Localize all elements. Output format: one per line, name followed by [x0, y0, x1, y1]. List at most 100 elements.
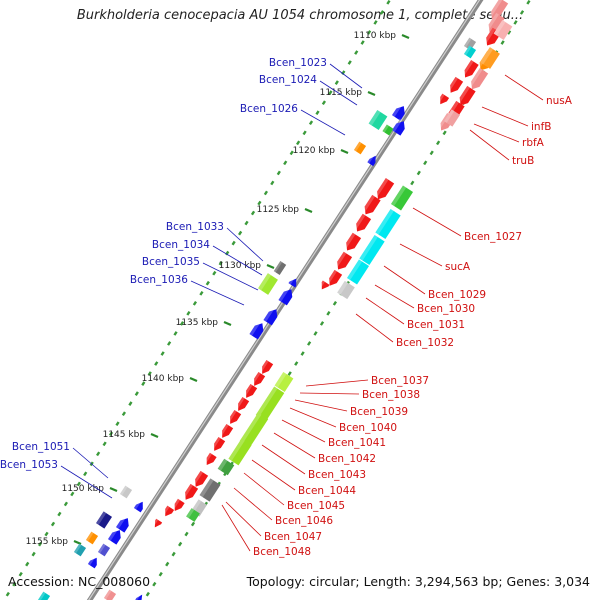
reverse-gene-block [217, 458, 235, 476]
reverse-label-leader [221, 504, 251, 552]
forward-gene [85, 531, 99, 545]
reverse-gene-label: Bcen_1030 [417, 303, 475, 315]
reverse-gene-label: Bcen_1037 [371, 375, 429, 387]
forward-gene [135, 593, 143, 600]
reverse-gene-arrow [461, 60, 479, 78]
forward-gene-label: Bcen_1036 [130, 274, 188, 286]
reverse-gene-arrow [333, 251, 353, 270]
forward-gene [73, 543, 87, 557]
accession-text: Accession: NC_008060 [8, 574, 151, 589]
kbp-tick-mark [189, 376, 198, 383]
forward-gene [353, 141, 367, 155]
reverse-gene-block [493, 20, 513, 40]
reverse-gene-block [390, 185, 414, 211]
reverse-gene-arrow [171, 498, 185, 512]
forward-gene [249, 320, 264, 340]
kbp-tick-label: 1145 kbp [103, 430, 146, 440]
forward-gene-label: Bcen_1033 [166, 221, 224, 233]
forward-label-leader [60, 465, 113, 499]
forward-gene [107, 527, 121, 545]
reverse-gene-arrow [467, 68, 489, 90]
reverse-label-leader [473, 123, 520, 143]
reverse-gene-arrow [234, 396, 250, 411]
reverse-label-leader [273, 432, 316, 459]
reverse-gene-arrow [361, 194, 381, 215]
forward-gene [273, 261, 287, 275]
reverse-gene-label: Bcen_1044 [298, 485, 356, 497]
reverse-label-leader [294, 399, 348, 412]
reverse-gene-arrow [342, 232, 362, 251]
reverse-gene-block [228, 438, 252, 466]
reverse-label-leader [233, 487, 273, 521]
kbp-tick-label: 1140 kbp [142, 374, 185, 384]
forward-gene [263, 306, 278, 326]
reverse-gene-label: Bcen_1042 [318, 453, 376, 465]
forward-gene [119, 485, 133, 499]
reverse-label-leader [504, 74, 544, 101]
reverse-gene-arrow [258, 359, 274, 374]
reverse-gene-label: Bcen_1038 [362, 389, 420, 401]
reverse-gene-arrow [226, 409, 242, 424]
reverse-gene-label: Bcen_1046 [275, 515, 333, 527]
forward-gene [382, 124, 394, 136]
gene-features [37, 0, 513, 600]
reverse-label-leader [251, 459, 296, 491]
reverse-gene-label: Bcen_1039 [350, 406, 408, 418]
reverse-gene-block [480, 47, 500, 69]
reverse-gene-label: rbfA [522, 137, 545, 149]
reverse-label-leader [261, 444, 306, 475]
kbp-tick-label: 1130 kbp [219, 261, 262, 271]
reverse-label-leader [355, 313, 394, 343]
reverse-gene-label: Bcen_1027 [464, 231, 522, 243]
reverse-gene-label: Bcen_1043 [308, 469, 366, 481]
forward-gene [87, 555, 97, 569]
forward-label-leader [319, 80, 358, 106]
forward-gene-label: Bcen_1053 [0, 459, 58, 471]
forward-gene [258, 273, 278, 295]
forward-gene [133, 499, 143, 513]
reverse-gene-arrow [161, 505, 175, 517]
reverse-label-leader [399, 243, 443, 267]
reverse-gene-arrow [352, 213, 372, 232]
forward-gene [95, 511, 113, 529]
forward-label-leader [226, 227, 264, 262]
kbp-tick-mark [223, 320, 232, 327]
kbp-tick-label: 1135 kbp [176, 318, 219, 328]
forward-gene [391, 118, 405, 136]
reverse-gene-block [255, 386, 285, 422]
reverse-gene-label: Bcen_1032 [396, 337, 454, 349]
kbp-tick-label: 1155 kbp [26, 537, 69, 547]
reverse-gene-block [239, 412, 269, 448]
label-leader-lines [60, 63, 544, 552]
reverse-gene-label: Bcen_1041 [328, 437, 386, 449]
reverse-gene-arrow [191, 470, 209, 487]
reverse-label-leader [481, 106, 529, 127]
kbp-tick-mark [367, 90, 376, 97]
reverse-gene-block [346, 259, 370, 285]
reverse-gene-block [337, 280, 355, 300]
forward-gene [115, 515, 129, 533]
reverse-gene-label: sucA [445, 261, 471, 273]
reverse-gene-block [375, 208, 401, 240]
kbp-tick-label: 1125 kbp [257, 205, 300, 215]
forward-gene [278, 286, 293, 306]
forward-label-leader [212, 245, 263, 276]
reverse-gene-arrow [446, 76, 464, 93]
reverse-gene-arrow [485, 12, 505, 33]
reverse-label-leader [299, 392, 360, 395]
forward-gene [463, 45, 477, 59]
kbp-tick-mark [304, 207, 313, 214]
reverse-gene-label: nusA [546, 95, 573, 107]
kbp-tick-mark [340, 148, 349, 155]
kbp-tick-mark [109, 486, 118, 493]
forward-gene [288, 276, 297, 288]
reverse-gene-arrow [436, 93, 450, 105]
reverse-label-leader [305, 379, 369, 387]
forward-gene-label: Bcen_1024 [259, 74, 317, 86]
reverse-label-leader [365, 297, 405, 325]
reverse-gene-block [443, 109, 461, 127]
kbp-tick-mark [266, 263, 275, 270]
kbp-tick-label: 1150 kbp [62, 484, 105, 494]
forward-gene [37, 591, 51, 600]
